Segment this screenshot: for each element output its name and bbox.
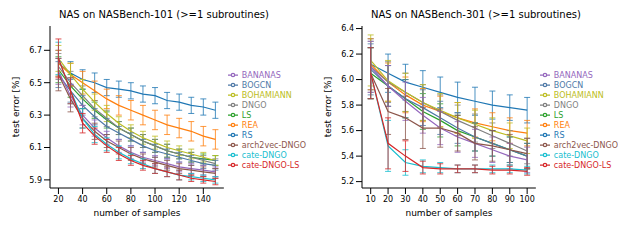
html-text:RS: RS: [241, 130, 253, 140]
svg-text:10: 10: [366, 195, 376, 204]
svg-text:5.8: 5.8: [341, 101, 354, 110]
svg-text:140: 140: [196, 195, 211, 204]
svg-text:20: 20: [53, 195, 63, 204]
svg-text:60: 60: [102, 195, 112, 204]
svg-text:6.5: 6.5: [29, 79, 42, 88]
html-text:RS: RS: [553, 130, 565, 140]
svg-text:70: 70: [470, 195, 480, 204]
html-text:BOGCN: BOGCN: [241, 80, 272, 90]
html-text:BANANAS: BANANAS: [553, 70, 593, 80]
html-text:cate-DNGO: cate-DNGO: [553, 150, 599, 160]
html-text:REA: REA: [241, 120, 258, 130]
html-text:BOHAMIANN: BOHAMIANN: [241, 90, 292, 100]
html-text:BOGCN: BOGCN: [553, 80, 584, 90]
svg-text:5.9: 5.9: [29, 176, 42, 185]
html-text:cate-DNGO-LS: cate-DNGO-LS: [241, 160, 300, 170]
svg-text:100: 100: [147, 195, 162, 204]
svg-text:90: 90: [505, 195, 515, 204]
html-text:NAS on NASBench-301 (>=1 subro: NAS on NASBench-301 (>=1 subroutines): [371, 9, 581, 20]
html-text:BOHAMIANN: BOHAMIANN: [553, 90, 604, 100]
html-text:REA: REA: [553, 120, 570, 130]
svg-text:6.3: 6.3: [29, 111, 42, 120]
svg-text:40: 40: [78, 195, 88, 204]
svg-text:50: 50: [435, 195, 445, 204]
html-text:LS: LS: [553, 110, 564, 120]
svg-text:5.4: 5.4: [341, 152, 354, 161]
html-text:NAS on NASBench-101 (>=1 subro: NAS on NASBench-101 (>=1 subroutines): [59, 9, 269, 20]
svg-text:120: 120: [172, 195, 187, 204]
html-text:arch2vec-DNGO: arch2vec-DNGO: [241, 140, 306, 150]
svg-text:30: 30: [400, 195, 410, 204]
svg-text:6.7: 6.7: [29, 46, 42, 55]
svg-text:6.4: 6.4: [341, 24, 354, 33]
svg-text:100: 100: [520, 195, 535, 204]
svg-text:5.2: 5.2: [341, 177, 354, 186]
html-text:cate-DNGO-LS: cate-DNGO-LS: [553, 160, 612, 170]
svg-text:number of samples: number of samples: [405, 208, 492, 218]
svg-text:6.0: 6.0: [341, 75, 354, 84]
html-text:DNGO: DNGO: [241, 100, 267, 110]
svg-text:20: 20: [383, 195, 393, 204]
svg-text:5.6: 5.6: [341, 126, 354, 135]
svg-text:6.2: 6.2: [341, 50, 354, 59]
svg-text:60: 60: [453, 195, 463, 204]
svg-text:number of samples: number of samples: [93, 208, 180, 218]
svg-text:6.1: 6.1: [29, 143, 42, 152]
svg-text:80: 80: [487, 195, 497, 204]
svg-text:80: 80: [126, 195, 136, 204]
html-text:DNGO: DNGO: [553, 100, 579, 110]
html-text:LS: LS: [241, 110, 252, 120]
svg-text:test error [%]: test error [%]: [11, 77, 21, 137]
html-text:cate-DNGO: cate-DNGO: [241, 150, 287, 160]
html-text:arch2vec-DNGO: arch2vec-DNGO: [553, 140, 618, 150]
svg-text:40: 40: [418, 195, 428, 204]
html-text:BANANAS: BANANAS: [241, 70, 281, 80]
svg-text:test error [%]: test error [%]: [323, 77, 333, 137]
